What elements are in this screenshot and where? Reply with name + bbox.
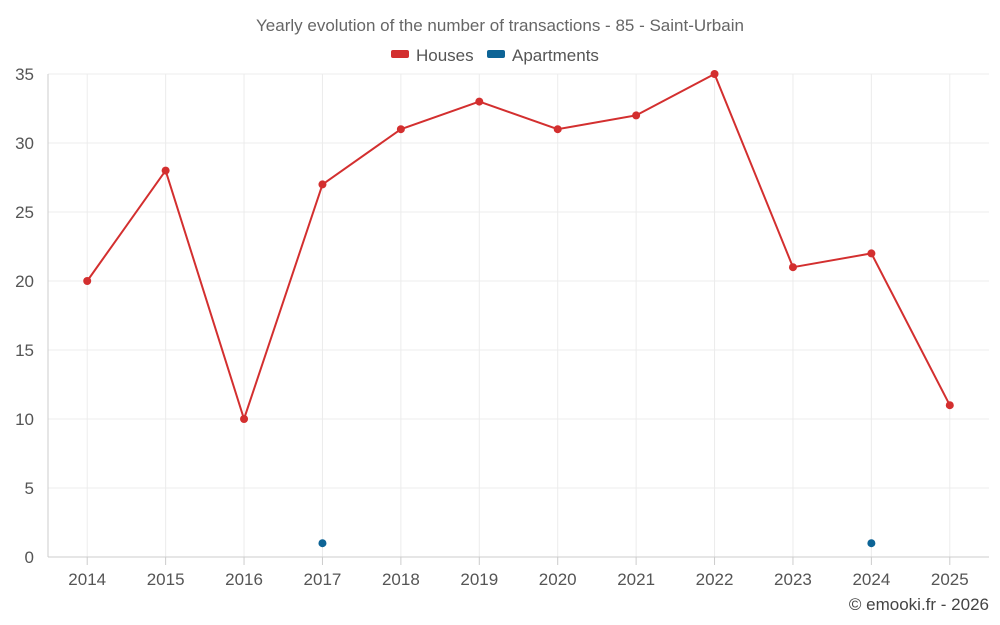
x-tick-label: 2018: [382, 570, 420, 589]
x-tick-label: 2022: [696, 570, 734, 589]
data-point-houses[interactable]: [396, 125, 405, 134]
data-point-houses[interactable]: [632, 111, 641, 120]
data-point-houses[interactable]: [240, 415, 249, 423]
data-point-houses[interactable]: [83, 277, 92, 285]
y-tick-label: 20: [15, 272, 34, 291]
x-tick-label: 2024: [852, 570, 890, 589]
series-line-houses: [86, 73, 951, 420]
data-point-houses[interactable]: [161, 166, 170, 175]
credit-text: © emooki.fr - 2026: [849, 595, 989, 614]
data-point-houses[interactable]: [788, 263, 797, 272]
legend-swatch-houses: [391, 50, 409, 58]
legend-item-houses[interactable]: Houses: [391, 46, 474, 65]
legend-item-apartments[interactable]: Apartments: [487, 46, 599, 65]
x-tick-label: 2016: [225, 570, 263, 589]
y-tick-label: 30: [15, 134, 34, 153]
x-tick-label: 2017: [304, 570, 342, 589]
x-tick-label: 2014: [68, 570, 106, 589]
legend-label-houses: Houses: [416, 46, 474, 65]
grid: [48, 73, 989, 557]
data-point-houses[interactable]: [867, 249, 876, 258]
legend-swatch-apartments: [487, 50, 505, 58]
data-point-apartments[interactable]: [867, 539, 876, 548]
y-tick-label: 0: [25, 548, 34, 567]
x-tick-label: 2025: [931, 570, 969, 589]
data-point-apartments[interactable]: [318, 539, 327, 548]
y-tick-label: 15: [15, 341, 34, 360]
x-tick-label: 2019: [460, 570, 498, 589]
y-tick-label: 10: [15, 410, 34, 429]
data-point-houses[interactable]: [945, 401, 954, 410]
x-tick-label: 2015: [147, 570, 185, 589]
y-tick-label: 5: [25, 479, 34, 498]
data-point-houses[interactable]: [710, 70, 719, 78]
y-tick-label: 35: [15, 65, 34, 84]
legend: Houses Apartments: [391, 46, 599, 65]
data-point-houses[interactable]: [475, 97, 484, 106]
data-point-houses[interactable]: [553, 125, 562, 134]
y-tick-label: 25: [15, 203, 34, 222]
data-point-houses[interactable]: [318, 180, 327, 189]
legend-label-apartments: Apartments: [512, 46, 599, 65]
x-tick-label: 2021: [617, 570, 655, 589]
chart-title: Yearly evolution of the number of transa…: [256, 16, 744, 35]
x-tick-label: 2023: [774, 570, 812, 589]
series: [83, 70, 954, 548]
x-tick-label: 2020: [539, 570, 577, 589]
